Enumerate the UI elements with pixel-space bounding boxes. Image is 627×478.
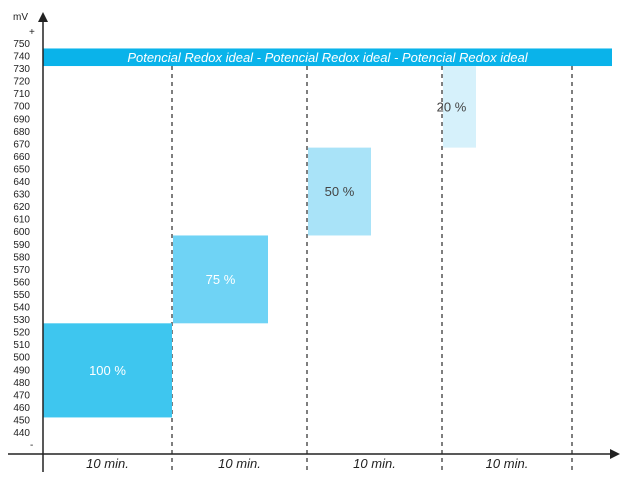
y-tick-label: 670 <box>13 139 30 150</box>
y-tick-label: 680 <box>13 127 30 138</box>
y-tick-label: 510 <box>13 340 30 351</box>
y-tick-label: 460 <box>13 403 30 414</box>
y-tick-label: 570 <box>13 265 30 276</box>
y-unit-label: mV <box>13 12 28 23</box>
y-tick-label: 480 <box>13 378 30 389</box>
y-tick-label: 720 <box>13 77 30 88</box>
y-tick-label: 560 <box>13 277 30 288</box>
y-tick-label: 750 <box>13 39 30 50</box>
bar-label: 75 % <box>206 272 236 287</box>
bar-2 <box>173 235 268 324</box>
y-tick-label: 530 <box>13 315 30 326</box>
y-plus-label: + <box>29 27 35 38</box>
y-tick-label: 450 <box>13 415 30 426</box>
ideal-redox-band-label: Potencial Redox ideal - Potencial Redox … <box>127 50 528 65</box>
y-tick-label: 740 <box>13 52 30 63</box>
y-tick-label: 550 <box>13 290 30 301</box>
y-tick-label: 620 <box>13 202 30 213</box>
y-tick-label: 640 <box>13 177 30 188</box>
y-tick-label: 650 <box>13 164 30 175</box>
y-tick-label: 580 <box>13 252 30 263</box>
y-tick-label: 730 <box>13 64 30 75</box>
x-category-label: 10 min. <box>218 456 261 471</box>
y-tick-label: 590 <box>13 240 30 251</box>
bar-label: 100 % <box>89 363 126 378</box>
y-tick-label: 490 <box>13 365 30 376</box>
bar-1 <box>43 323 172 418</box>
y-tick-label: 520 <box>13 328 30 339</box>
bar-label: 20 % <box>437 99 467 114</box>
y-tick-label: 630 <box>13 190 30 201</box>
bar-4 <box>443 66 476 148</box>
y-tick-label: 690 <box>13 114 30 125</box>
x-category-label: 10 min. <box>486 456 529 471</box>
y-tick-label: 660 <box>13 152 30 163</box>
bar-3 <box>308 147 371 236</box>
y-tick-label: 710 <box>13 89 30 100</box>
bar-label: 50 % <box>325 184 355 199</box>
y-tick-label: 700 <box>13 102 30 113</box>
y-tick-label: 540 <box>13 303 30 314</box>
x-category-label: 10 min. <box>86 456 129 471</box>
y-tick-label: 470 <box>13 390 30 401</box>
y-tick-label: 440 <box>13 428 30 439</box>
y-minus-label: - <box>30 440 33 451</box>
x-category-label: 10 min. <box>353 456 396 471</box>
y-tick-label: 600 <box>13 227 30 238</box>
y-tick-label: 610 <box>13 215 30 226</box>
y-tick-label: 500 <box>13 353 30 364</box>
ideal-redox-band <box>43 48 612 67</box>
